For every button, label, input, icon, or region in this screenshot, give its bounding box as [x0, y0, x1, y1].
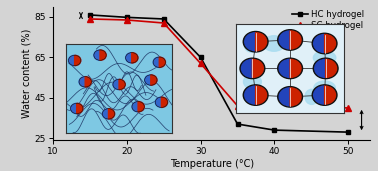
Wedge shape — [161, 97, 167, 107]
Circle shape — [132, 102, 144, 112]
Circle shape — [243, 85, 268, 105]
Wedge shape — [315, 59, 326, 77]
Legend: HC hydrogel, SC hydrogel: HC hydrogel, SC hydrogel — [291, 9, 366, 32]
SC hydrogel — [235, 105, 240, 107]
Wedge shape — [290, 88, 301, 106]
Wedge shape — [256, 86, 266, 104]
Wedge shape — [108, 109, 115, 119]
Wedge shape — [242, 59, 253, 77]
Ellipse shape — [279, 62, 301, 75]
Circle shape — [155, 97, 167, 107]
Wedge shape — [132, 53, 138, 63]
HC hydrogel — [88, 14, 92, 16]
Wedge shape — [245, 33, 256, 51]
Wedge shape — [100, 50, 106, 60]
Circle shape — [278, 58, 302, 79]
SC hydrogel — [272, 107, 277, 109]
Wedge shape — [253, 59, 263, 77]
Circle shape — [113, 79, 125, 90]
Wedge shape — [325, 86, 336, 104]
Ellipse shape — [314, 81, 335, 95]
Wedge shape — [290, 59, 301, 77]
Circle shape — [278, 87, 302, 107]
Circle shape — [312, 85, 337, 105]
Circle shape — [79, 77, 91, 87]
Wedge shape — [256, 33, 266, 51]
SC hydrogel — [124, 19, 129, 21]
Wedge shape — [279, 31, 290, 49]
Circle shape — [313, 58, 338, 79]
Circle shape — [102, 109, 115, 119]
HC hydrogel — [198, 56, 203, 58]
Wedge shape — [245, 86, 256, 104]
Ellipse shape — [305, 89, 318, 104]
Ellipse shape — [243, 75, 261, 89]
Wedge shape — [119, 79, 125, 90]
SC hydrogel — [161, 22, 166, 24]
Ellipse shape — [245, 40, 260, 52]
HC hydrogel — [235, 123, 240, 125]
Circle shape — [145, 75, 157, 85]
SC hydrogel — [346, 107, 350, 109]
Circle shape — [240, 58, 265, 79]
Circle shape — [312, 33, 337, 54]
Wedge shape — [74, 55, 81, 66]
HC hydrogel — [124, 16, 129, 18]
Wedge shape — [314, 35, 325, 52]
Line: SC hydrogel: SC hydrogel — [87, 16, 351, 111]
Ellipse shape — [313, 51, 336, 65]
Wedge shape — [279, 88, 290, 106]
Wedge shape — [159, 57, 166, 67]
Line: HC hydrogel: HC hydrogel — [87, 12, 351, 135]
Circle shape — [68, 55, 81, 66]
Circle shape — [153, 57, 166, 67]
Wedge shape — [326, 59, 336, 77]
Circle shape — [125, 53, 138, 63]
HC hydrogel — [272, 129, 277, 131]
Y-axis label: Water content (%): Water content (%) — [22, 29, 32, 118]
Wedge shape — [85, 77, 91, 87]
Circle shape — [278, 30, 302, 50]
HC hydrogel — [346, 131, 350, 133]
Wedge shape — [77, 103, 83, 114]
SC hydrogel — [198, 62, 203, 64]
Wedge shape — [290, 31, 301, 49]
Ellipse shape — [263, 36, 285, 51]
Circle shape — [71, 103, 83, 114]
Circle shape — [94, 50, 106, 60]
X-axis label: Temperature (°C): Temperature (°C) — [170, 159, 254, 169]
Wedge shape — [314, 86, 325, 104]
SC hydrogel — [88, 18, 92, 20]
Wedge shape — [151, 75, 157, 85]
Circle shape — [243, 31, 268, 52]
Wedge shape — [138, 102, 144, 112]
Wedge shape — [325, 35, 336, 52]
Wedge shape — [279, 59, 290, 77]
HC hydrogel — [161, 18, 166, 20]
